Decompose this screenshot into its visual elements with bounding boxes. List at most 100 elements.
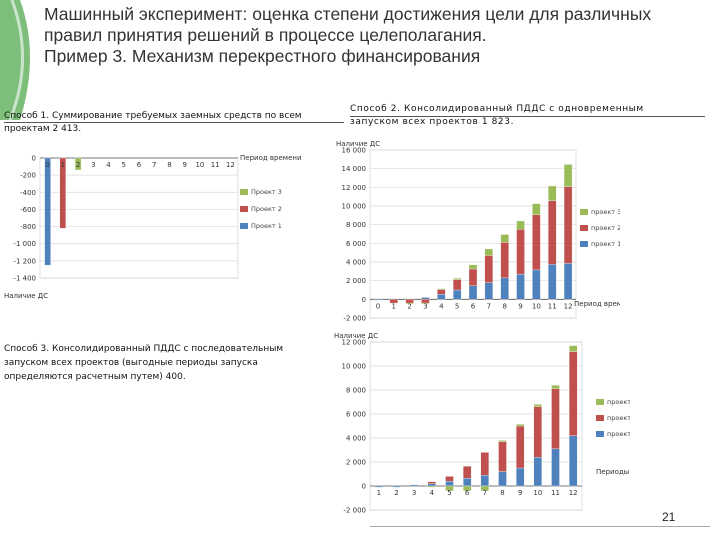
slide-title: Машинный эксперимент: оценка степени дос…	[44, 4, 714, 67]
method2-legend-label: проект 1	[591, 240, 620, 248]
method1-xtick-label: 7	[152, 161, 156, 169]
method1-xtick-label: 3	[91, 161, 95, 169]
method3-bar-проект-3	[427, 485, 436, 488]
method2-legend-label: проект 2	[591, 224, 620, 232]
method3-ytick-label: 12 000	[342, 339, 367, 347]
method2-ytick-label: 0	[362, 296, 366, 304]
method2-bar-проект-3	[516, 220, 525, 230]
title-line-2: правил принятия решений в процессе целеп…	[44, 25, 487, 45]
method1-legend-label: Проект 3	[251, 188, 282, 196]
method3-bar-проект-1	[516, 467, 525, 487]
method2-bar-проект-1	[373, 299, 383, 301]
method2-bar-проект-3	[437, 288, 446, 290]
method2-bar-проект-2	[453, 279, 462, 291]
method2-bar-проект-2	[389, 299, 398, 304]
method3-legend-swatch	[596, 415, 604, 421]
method2-bar-проект-3	[484, 248, 493, 256]
method2-bar-проект-2	[437, 289, 446, 295]
method2-bar-проект-1	[500, 277, 509, 300]
method2-xtick-label: 3	[423, 302, 427, 310]
method2-bar-проект-3	[453, 278, 462, 280]
method3-bar-проект-1	[569, 435, 578, 487]
method2-ytick-label: 8 000	[346, 221, 366, 229]
method2-ytick-label: 16 000	[342, 147, 367, 155]
method3-bar-проект-2	[480, 452, 489, 476]
method1-xtick-label: 9	[182, 161, 186, 169]
method1-ylabel: Наличие ДС	[4, 292, 48, 300]
method1-xtick-label: 8	[167, 161, 171, 169]
method1-legend-swatch	[240, 223, 248, 229]
method2-xtick-label: 12	[564, 302, 573, 310]
method2-bar-проект-2	[484, 255, 493, 283]
title-line-1: Машинный эксперимент: оценка степени дос…	[44, 4, 652, 24]
method3-bar-проект-2	[463, 466, 472, 479]
method3-bar-проект-2	[516, 425, 525, 469]
method3-xtick-label: 4	[430, 489, 435, 497]
method3-bar-проект-3	[445, 485, 454, 491]
method3-bar-проект-3	[480, 485, 489, 491]
method3-bar-проект-1	[392, 485, 401, 488]
method2-bar-проект-1	[468, 285, 478, 300]
method2-bar-проект-1	[548, 264, 557, 300]
method3-xtick-label: 8	[500, 489, 504, 497]
method3-bar-проект-3	[463, 485, 472, 491]
caption-underline-1	[4, 122, 344, 123]
method3-ytick-label: 2 000	[346, 459, 366, 467]
method2-bar-проект-2	[468, 268, 478, 286]
page-number: 21	[662, 510, 676, 524]
method2-ylabel: Наличие ДС	[336, 140, 380, 148]
method2-legend-label: проект 3	[591, 208, 620, 216]
method1-xtick-label: 5	[122, 161, 126, 169]
method3-bar-проект-1	[445, 481, 454, 487]
method2-xtick-label: 4	[439, 302, 444, 310]
method3-bar-проект-1	[551, 448, 560, 487]
method2-ytick-label: 2 000	[346, 277, 366, 285]
method1-legend-label: Проект 2	[251, 205, 282, 213]
method1-plot-area	[39, 157, 239, 279]
method3-xtick-label: 5	[447, 489, 451, 497]
method2-xtick-label: 11	[548, 302, 557, 310]
method1-xlabel: Период времени	[240, 154, 302, 162]
method1-ytick-label: 0	[32, 155, 36, 163]
method3-bar-проект-2	[551, 388, 560, 449]
method2-legend-swatch	[580, 209, 588, 215]
method3-xtick-label: 12	[569, 489, 578, 497]
method3-xtick-label: 2	[394, 489, 398, 497]
method1-ytick-label: -200	[20, 172, 36, 180]
method3-bar-проект-1	[427, 483, 436, 487]
method3-ytick-label: -2 000	[343, 507, 366, 515]
method3-ylabel: Наличие ДС	[334, 332, 378, 340]
method3-legend-label: проект 1	[607, 430, 630, 438]
method1-ytick-label: -1 000	[13, 240, 36, 248]
method2-bar-проект-1	[421, 297, 430, 300]
method1-xtick-label: 4	[106, 161, 111, 169]
method2-bar-проект-2	[500, 242, 509, 279]
method3-plot-area	[369, 341, 583, 511]
method2-bar-проект-1	[516, 273, 525, 300]
method2-bar-проект-1	[563, 263, 573, 300]
method2-xtick-label: 2	[407, 302, 411, 310]
method2-bar-проект-1	[532, 269, 541, 300]
method1-ytick-label: -1 400	[13, 275, 36, 283]
method3-chart: 12 000 10 000 8 000 6 000 4 000 2 000 0 -2 000 1…	[330, 330, 630, 520]
method3-bar-проект-1	[498, 471, 507, 487]
method1-xtick-label: 1	[61, 161, 65, 169]
method1-ytick-label: -800	[20, 223, 36, 231]
method3-ytick-label: 10 000	[342, 363, 367, 371]
method2-caption: Способ 2. Консолидированный ПДДС с однов…	[350, 104, 644, 127]
method1-legend-label: Проект 1	[251, 222, 282, 230]
method3-bar-проект-2	[445, 476, 454, 482]
method2-ytick-label: 10 000	[342, 203, 367, 211]
method2-xtick-label: 8	[502, 302, 506, 310]
method3-bar-проект-1	[533, 457, 542, 487]
caption-underline-2	[350, 116, 705, 117]
method3-caption: Способ 3. Консолидированный ПДДС с после…	[4, 344, 284, 382]
method2-bar-проект-3	[405, 302, 414, 305]
method2-xtick-label: 0	[376, 302, 380, 310]
method2-ytick-label: 4 000	[346, 259, 366, 267]
method3-bar-проект-1	[480, 475, 489, 487]
title-line-3: Пример 3. Механизм перекрестного финанси…	[44, 46, 481, 66]
method3-xlabel: Периоды времени	[596, 468, 630, 476]
method2-xtick-label: 5	[455, 302, 459, 310]
method2-xtick-label: 9	[518, 302, 522, 310]
